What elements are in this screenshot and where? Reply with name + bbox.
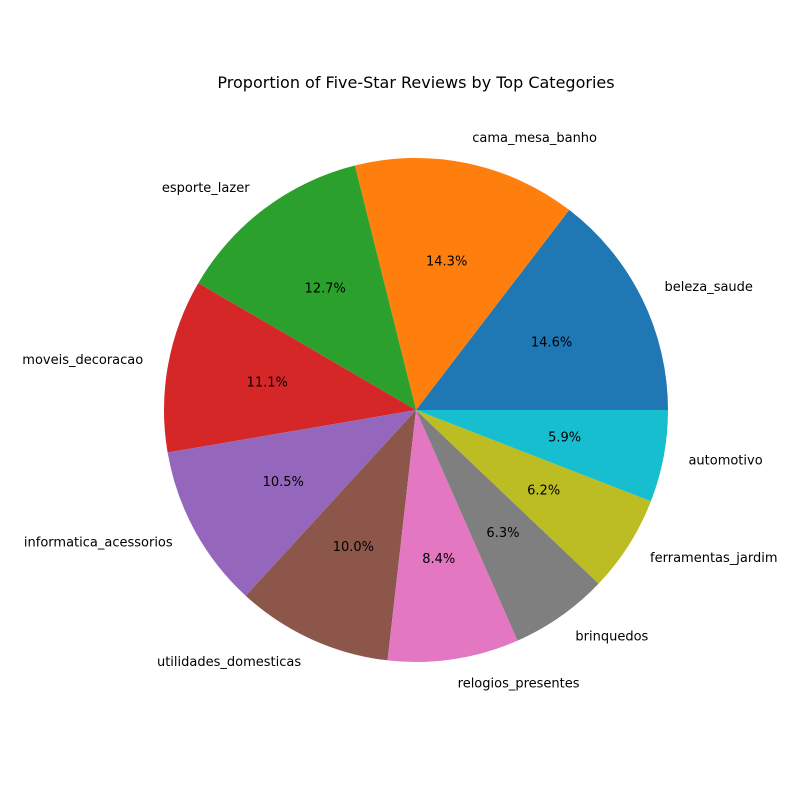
chart-title: Proportion of Five-Star Reviews by Top C…	[217, 73, 614, 92]
category-label-utilidades_domesticas: utilidades_domesticas	[157, 655, 301, 670]
pie-slice-cama_mesa_banho	[354, 158, 570, 410]
pie-slice-beleza_saude	[416, 209, 668, 410]
category-label-esporte_lazer: esporte_lazer	[162, 181, 250, 196]
pct-label-ferramentas_jardim: 6.2%	[527, 484, 560, 499]
pct-label-cama_mesa_banho: 14.3%	[426, 254, 467, 269]
pct-label-beleza_saude: 14.6%	[531, 336, 572, 351]
pct-label-moveis_decoracao: 11.1%	[247, 376, 288, 391]
category-label-brinquedos: brinquedos	[575, 629, 648, 644]
category-label-cama_mesa_banho: cama_mesa_banho	[472, 131, 597, 146]
pie-slice-automotivo	[416, 410, 668, 502]
pie-labels: 14.6% beleza_saude 14.3% cama_mesa_banho 12.…	[22, 131, 777, 691]
pct-label-informatica_acessorios: 10.5%	[263, 475, 304, 490]
category-label-automotivo: automotivo	[688, 454, 762, 469]
category-label-beleza_saude: beleza_saude	[665, 280, 753, 295]
pct-label-brinquedos: 6.3%	[486, 526, 519, 541]
pie-slice-esporte_lazer	[198, 165, 416, 410]
pie-slice-utilidades_domesticas	[245, 410, 416, 661]
pie-slice-informatica_acessorios	[167, 410, 416, 596]
category-label-informatica_acessorios: informatica_acessorios	[24, 535, 173, 550]
category-label-ferramentas_jardim: ferramentas_jardim	[650, 551, 777, 566]
pie-slice-moveis_decoracao	[164, 283, 416, 453]
pct-label-utilidades_domesticas: 10.0%	[333, 540, 374, 555]
category-label-relogios_presentes: relogios_presentes	[458, 677, 580, 692]
pie-slice-relogios_presentes	[387, 410, 518, 662]
category-label-moveis_decoracao: moveis_decoracao	[22, 353, 143, 368]
pct-label-esporte_lazer: 12.7%	[305, 282, 346, 297]
pie-slice-brinquedos	[416, 410, 599, 641]
pct-label-automotivo: 5.9%	[548, 430, 581, 445]
pie-slices	[164, 158, 668, 662]
pie-slice-ferramentas_jardim	[416, 410, 651, 584]
pct-label-relogios_presentes: 8.4%	[422, 552, 455, 567]
